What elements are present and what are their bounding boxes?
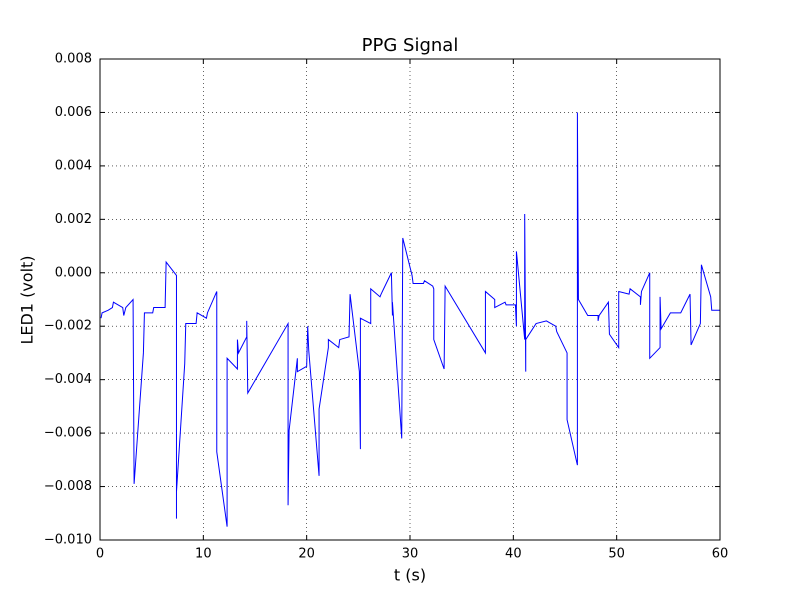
y-tick-label: 0.004 xyxy=(55,158,92,173)
y-tick-label: −0.008 xyxy=(44,479,92,494)
x-tick-label: 10 xyxy=(195,547,212,562)
y-tick-label: 0.002 xyxy=(55,212,92,227)
y-tick-label: 0.000 xyxy=(55,265,92,280)
x-tick-label: 60 xyxy=(712,547,729,562)
chart-title: PPG Signal xyxy=(362,35,459,56)
y-tick-label: 0.006 xyxy=(55,105,92,120)
x-tick-label: 0 xyxy=(96,547,104,562)
x-tick-label: 20 xyxy=(298,547,315,562)
x-tick-label: 30 xyxy=(402,547,419,562)
y-tick-label: −0.006 xyxy=(44,426,92,441)
y-tick-label: −0.010 xyxy=(44,533,92,548)
signal-line xyxy=(100,112,720,527)
y-tick-label: −0.004 xyxy=(44,372,92,387)
plot-frame xyxy=(99,58,721,541)
y-tick-label: −0.002 xyxy=(44,319,92,334)
x-tick-label: 40 xyxy=(505,547,522,562)
x-axis-label: t (s) xyxy=(394,566,426,585)
y-tick-label: 0.008 xyxy=(55,52,92,67)
x-tick-label: 50 xyxy=(608,547,625,562)
y-axis-label: LED1 (volt) xyxy=(18,255,37,344)
